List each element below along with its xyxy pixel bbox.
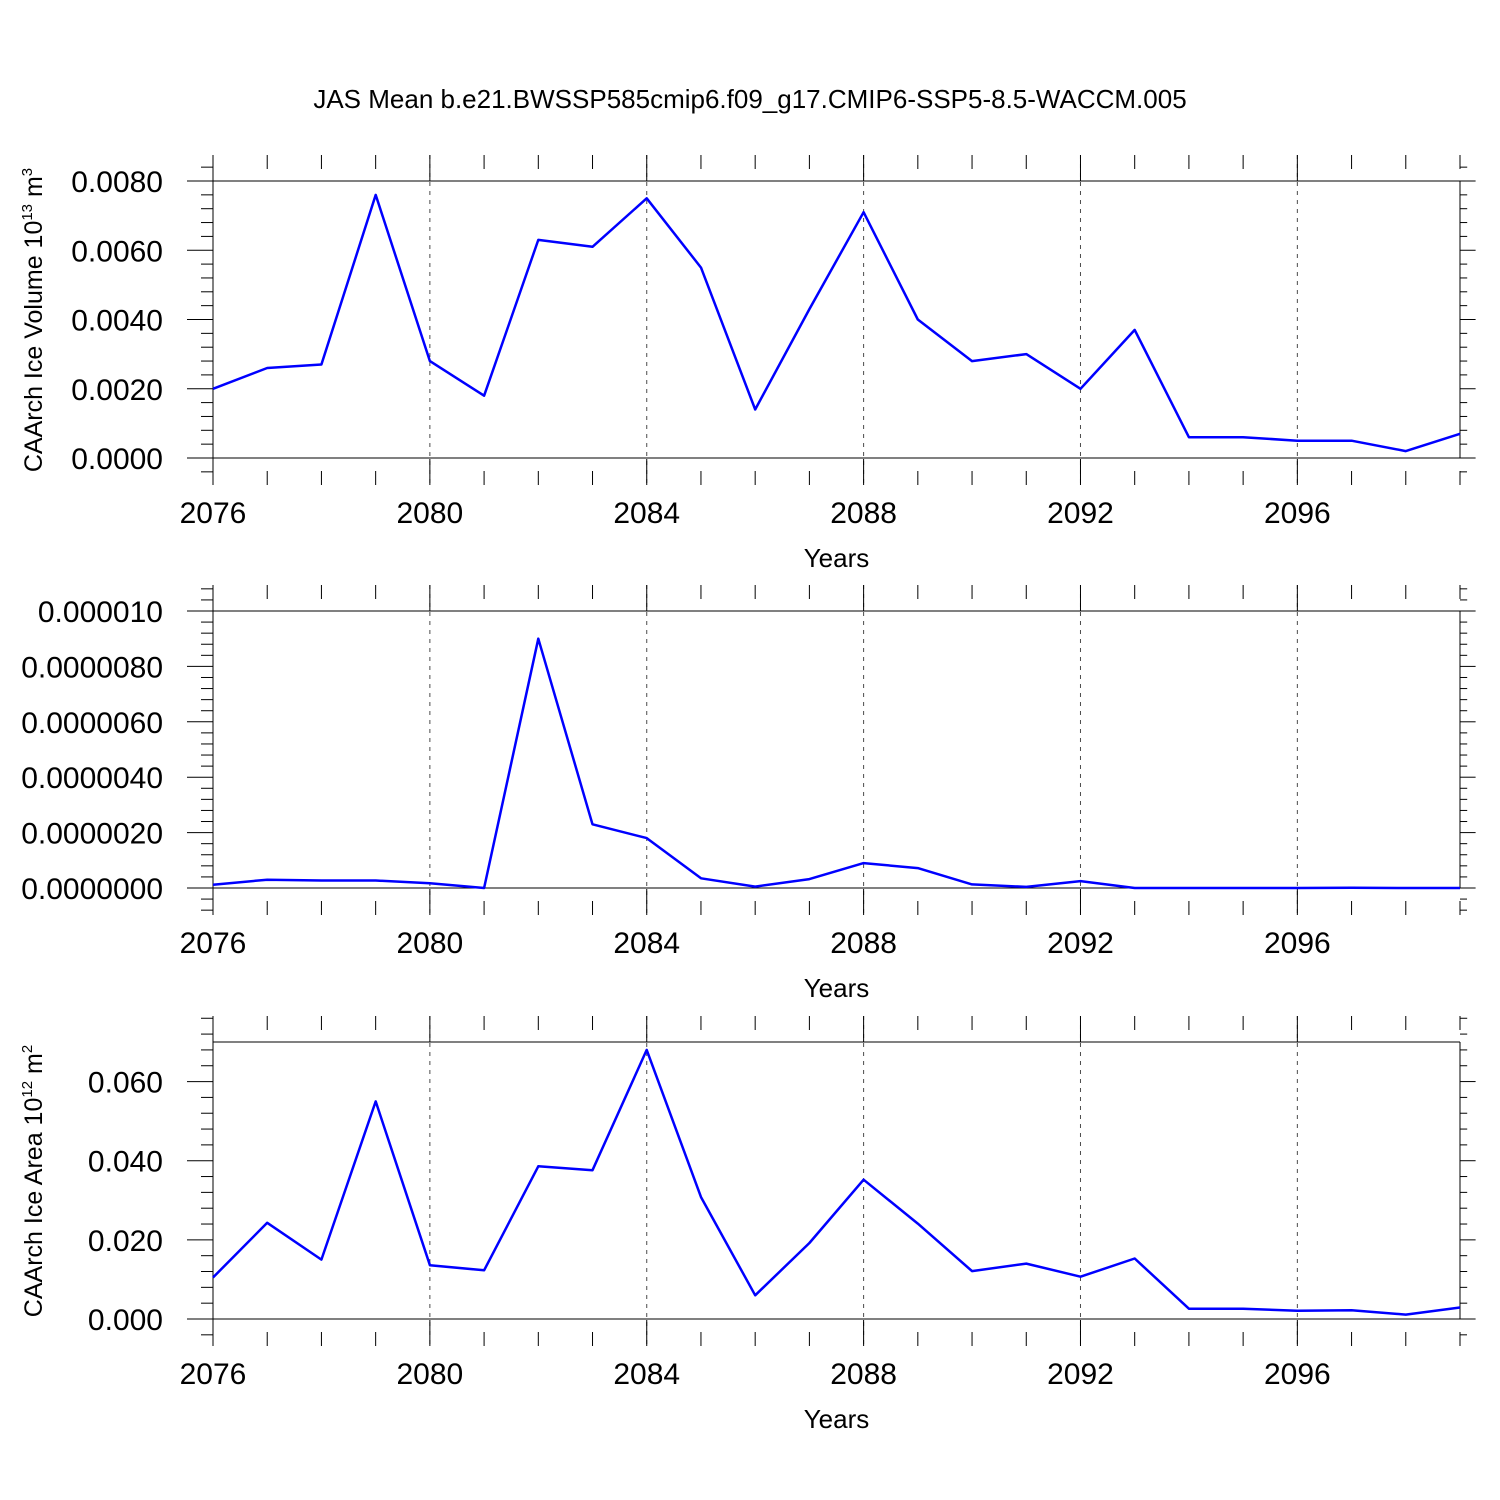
plot-area [213, 1016, 1460, 1346]
x-tick-label: 2092 [1047, 497, 1114, 530]
series-line [212, 637, 1460, 890]
x-axis-label: Years [804, 1404, 870, 1434]
panel-2: 2076 2080 2084 2088 2092 2096 Years 0.0000000 0.… [21, 585, 1476, 1003]
x-tick-label: 2092 [1047, 1358, 1114, 1391]
panel-3: 2076 2080 2084 2088 2092 2096 Years 0.000 0.020 0… [19, 1016, 1476, 1434]
y-axis-label: CAArch Ice Volume 1013 m3 [19, 168, 48, 472]
y-tick-label: 0.0000020 [21, 818, 163, 851]
y-tick-label: 0.000 [88, 1304, 163, 1337]
y-tick-label: 0.0060 [71, 235, 163, 268]
y-tick-label: 0.040 [88, 1146, 163, 1179]
x-tick-label: 2084 [613, 1358, 680, 1391]
x-tick-label: 2088 [830, 497, 897, 530]
x-tick-label: 2080 [396, 1358, 463, 1391]
y-tick-label: 0.0020 [71, 374, 163, 407]
y-tick-label: 0.0040 [71, 305, 163, 338]
y-tick-label: 0.060 [88, 1067, 163, 1100]
x-axis-label: Years [804, 543, 870, 573]
y-tick-label: 0.0000080 [21, 651, 163, 684]
x-tick-label: 2080 [396, 927, 463, 960]
panel-1: 2076 2080 2084 2088 2092 2096 Years 0.0000 0.002… [19, 155, 1476, 573]
x-tick-label: 2076 [180, 1358, 247, 1391]
y-tick-label: 0.0000060 [21, 707, 163, 740]
series-line [212, 193, 1461, 453]
chart-title: JAS Mean b.e21.BWSSP585cmip6.f09_g17.CMI… [313, 84, 1186, 114]
x-tick-label: 2092 [1047, 927, 1114, 960]
series-line [212, 1048, 1461, 1316]
x-tick-label: 2080 [396, 497, 463, 530]
y-axis-label: CAArch Ice Area 1012 m2 [19, 1045, 48, 1317]
y-tick-label: 0.0080 [71, 166, 163, 199]
x-tick-label: 2088 [830, 1358, 897, 1391]
x-tick-label: 2096 [1264, 927, 1331, 960]
x-tick-label: 2076 [180, 927, 247, 960]
plot-area [213, 585, 1460, 915]
x-tick-label: 2084 [613, 927, 680, 960]
y-tick-label: 0.0000 [71, 443, 163, 476]
x-tick-label: 2088 [830, 927, 897, 960]
y-tick-label: 0.0000000 [21, 873, 163, 906]
plot-area [213, 155, 1460, 485]
x-axis-label: Years [804, 973, 870, 1003]
y-tick-label: 0.000010 [38, 596, 163, 629]
y-tick-label: 0.020 [88, 1225, 163, 1258]
x-tick-label: 2096 [1264, 1358, 1331, 1391]
x-tick-label: 2084 [613, 497, 680, 530]
y-tick-label: 0.0000040 [21, 762, 163, 795]
x-tick-label: 2076 [180, 497, 247, 530]
x-tick-label: 2096 [1264, 497, 1331, 530]
